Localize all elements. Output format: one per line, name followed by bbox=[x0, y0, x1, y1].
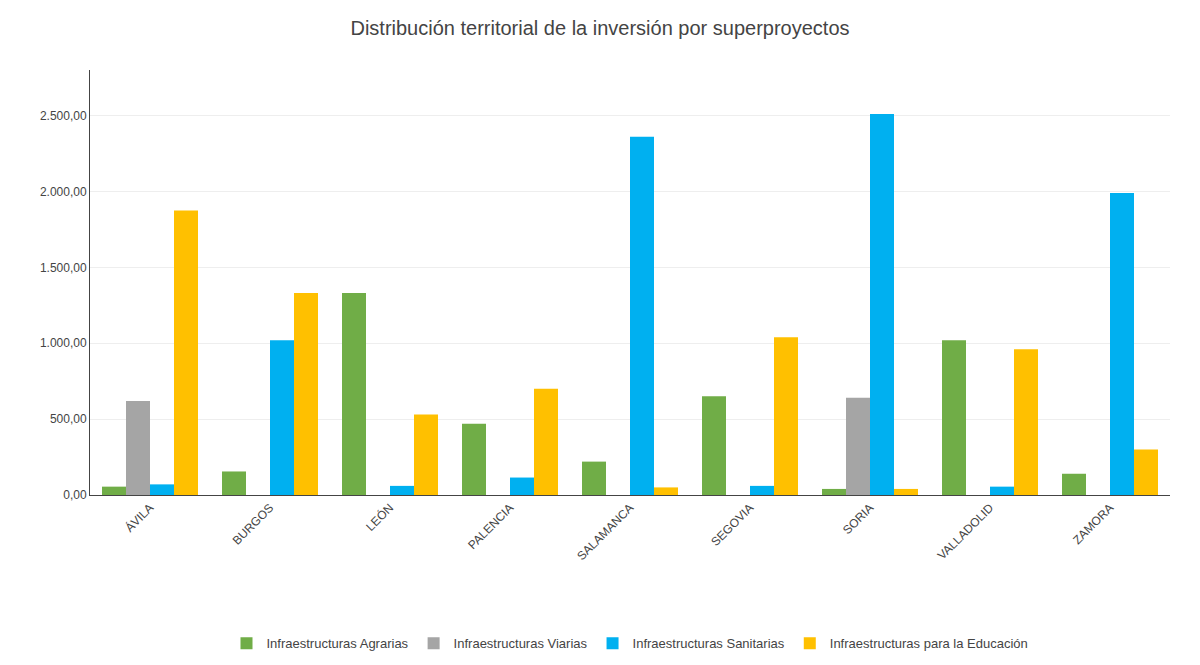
svg-text:Infraestructuras Viarias: Infraestructuras Viarias bbox=[454, 636, 588, 651]
svg-text:SEGOVIA: SEGOVIA bbox=[708, 501, 756, 549]
svg-text:Infraestructuras Sanitarias: Infraestructuras Sanitarias bbox=[633, 636, 785, 651]
svg-text:SORIA: SORIA bbox=[840, 501, 876, 537]
svg-text:PALENCIA: PALENCIA bbox=[465, 501, 516, 552]
svg-text:Distribución territorial de la: Distribución territorial de la inversión… bbox=[350, 17, 849, 39]
svg-text:Infraestructuras Agrarias: Infraestructuras Agrarias bbox=[267, 636, 409, 651]
svg-text:1.000,00: 1.000,00 bbox=[40, 336, 87, 350]
svg-text:VALLADOLID: VALLADOLID bbox=[935, 501, 997, 563]
svg-text:ÁVILA: ÁVILA bbox=[122, 500, 157, 535]
svg-text:2.000,00: 2.000,00 bbox=[40, 185, 87, 199]
svg-text:500,00: 500,00 bbox=[50, 412, 87, 426]
svg-text:0,00: 0,00 bbox=[63, 488, 87, 502]
svg-text:LEÓN: LEÓN bbox=[363, 500, 397, 534]
svg-text:ZAMORA: ZAMORA bbox=[1070, 501, 1116, 547]
svg-text:1.500,00: 1.500,00 bbox=[40, 261, 87, 275]
svg-text:2.500,00: 2.500,00 bbox=[40, 109, 87, 123]
svg-text:SALAMANCA: SALAMANCA bbox=[574, 501, 636, 563]
svg-text:Infraestructuras para la Educa: Infraestructuras para la Educación bbox=[830, 636, 1028, 651]
svg-text:BURGOS: BURGOS bbox=[230, 501, 277, 548]
